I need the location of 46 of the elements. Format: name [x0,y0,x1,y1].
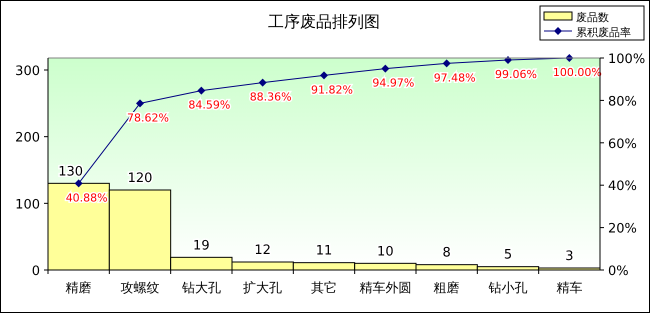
point [258,78,267,87]
data-label: 10 [377,244,394,260]
y-tick-label: 100 [15,197,40,212]
data-label: 19 [193,238,210,254]
data-label: 88.36% [250,90,292,104]
x-tick-label: 其它 [311,280,337,296]
point [442,59,451,68]
y2-tick-label: 80% [608,94,637,110]
x-tick-label: 精车 [556,281,582,296]
point [381,64,390,73]
x-tick-label: 精车外圆 [359,281,412,296]
x-tick-label: 钻小孔 [488,281,528,296]
y-tick-label: 0 [32,264,40,279]
data-label: 94.97% [372,76,414,90]
data-label: 3 [565,249,574,264]
y2-tick-label: 100% [608,52,646,67]
point [136,99,144,108]
x-tick-label: 扩大孔 [243,281,282,296]
data-label: 84.59% [188,98,230,112]
x-tick-label: 钻大孔 [180,281,221,296]
legend-label: 累积废品率 [576,26,631,39]
data-label: 91.82% [311,83,353,96]
y2-tick-label: 40% [608,179,637,194]
data-label: 11 [316,244,332,259]
x-tick-label: 精磨 [66,281,92,296]
point [74,179,83,188]
chart-title: 工序废品排列图 [268,12,380,31]
data-label: 99.06% [495,68,537,81]
point [197,86,206,95]
data-label: 120 [128,171,152,186]
data-label: 78.62% [127,111,169,124]
data-label: 130 [58,164,84,180]
data-label: 5 [504,248,512,263]
y2-tick-label: 20% [608,222,637,237]
y2-tick-label: 60% [608,136,637,152]
legend-label: 废品数 [576,11,609,24]
y-tick-label: 300 [15,64,40,79]
y2-tick-label: 0% [608,264,629,279]
x-tick-label: 粗磨 [434,281,460,296]
data-label: 8 [442,246,451,261]
data-label: 40.88% [66,191,108,204]
data-label: 97.48% [434,71,476,84]
y-tick-label: 200 [15,130,40,146]
data-label: 12 [254,243,271,258]
point [320,71,328,80]
x-tick-label: 攻螺纹 [120,281,160,296]
